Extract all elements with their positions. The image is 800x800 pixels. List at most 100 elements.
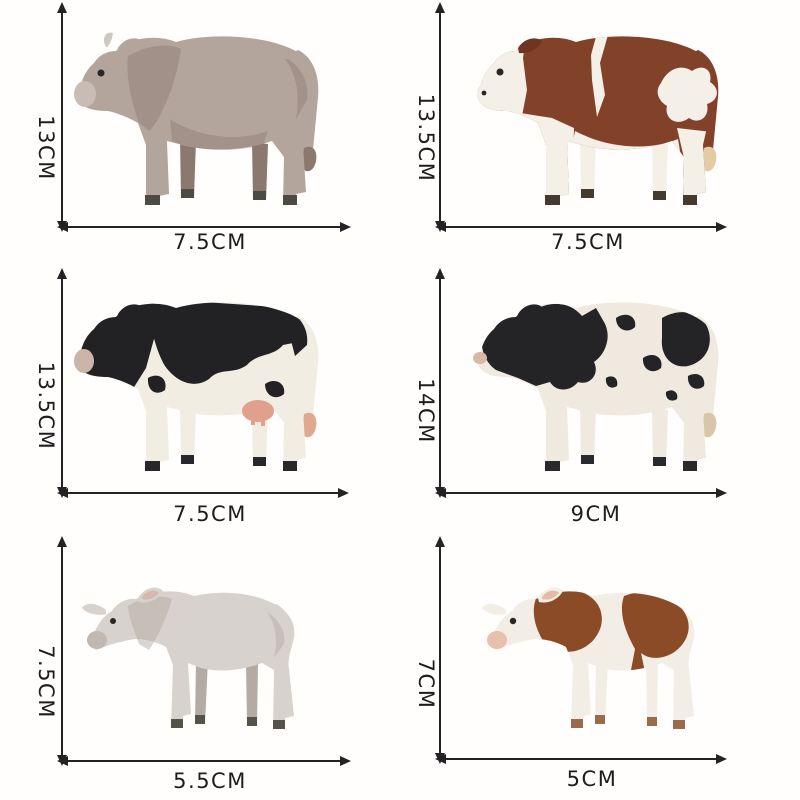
far-leg bbox=[180, 404, 196, 464]
shading bbox=[266, 611, 285, 658]
ear bbox=[82, 603, 106, 615]
patch-spot bbox=[642, 354, 662, 372]
height-label: 7.5CM bbox=[34, 645, 58, 719]
width-label: 7.5CM bbox=[173, 502, 247, 526]
figure-art bbox=[57, 536, 351, 766]
patch-spot bbox=[265, 380, 285, 398]
width-label: 7.5CM bbox=[173, 230, 247, 254]
patch-spot bbox=[616, 314, 636, 331]
arrowhead bbox=[435, 2, 445, 13]
nose bbox=[473, 352, 487, 364]
dimension-arrows bbox=[435, 2, 727, 232]
width-label: 7.5CM bbox=[551, 230, 625, 254]
arrowhead bbox=[57, 488, 68, 498]
figure-art bbox=[57, 268, 349, 498]
far-leg bbox=[180, 138, 196, 198]
cow-figure-taupe-bull bbox=[74, 32, 319, 205]
patch-shoulder-slash bbox=[591, 36, 608, 117]
muzzle bbox=[487, 631, 507, 649]
dimension-arrows bbox=[435, 536, 727, 764]
tail-tuft bbox=[702, 412, 717, 438]
far-leg bbox=[580, 404, 596, 464]
nostril bbox=[481, 90, 487, 96]
ear bbox=[482, 603, 506, 615]
eye bbox=[110, 618, 116, 624]
tail-tuft bbox=[302, 146, 317, 172]
patch-spot bbox=[665, 390, 678, 401]
figure-cell-taupe-bull: 13CM 7.5CM bbox=[0, 0, 400, 268]
patch-back bbox=[147, 302, 304, 384]
patch-hip bbox=[661, 312, 710, 367]
body bbox=[77, 36, 318, 205]
body bbox=[90, 591, 295, 729]
far-leg bbox=[646, 661, 658, 726]
udder-teats bbox=[251, 416, 265, 426]
eye bbox=[509, 617, 517, 625]
far-leg bbox=[595, 659, 608, 724]
arrowhead bbox=[57, 268, 67, 279]
ear-inner bbox=[542, 590, 559, 600]
far-leg bbox=[652, 142, 668, 200]
dimension-arrows bbox=[435, 268, 727, 498]
arrowhead bbox=[435, 754, 446, 764]
figure-art bbox=[435, 536, 727, 764]
arrowhead bbox=[57, 756, 68, 766]
height-label: 13.5CM bbox=[414, 93, 438, 183]
figure-cell-gray-calf: 7.5CM 5.5CM bbox=[0, 532, 400, 800]
black-patches bbox=[481, 302, 710, 401]
horn-icon bbox=[103, 32, 113, 47]
height-label: 13.5CM bbox=[34, 361, 58, 451]
hoof bbox=[545, 455, 697, 471]
arrowhead bbox=[57, 536, 67, 547]
shading bbox=[128, 596, 172, 650]
width-label: 5CM bbox=[566, 767, 618, 791]
ear bbox=[518, 304, 542, 320]
height-label: 13CM bbox=[34, 115, 58, 181]
eye bbox=[97, 69, 105, 77]
ear-inner bbox=[142, 590, 159, 600]
arrowhead bbox=[57, 222, 68, 232]
figure-cell-holstein-cow: 13.5CM 7.5CM bbox=[0, 266, 400, 534]
muzzle bbox=[74, 81, 96, 107]
far-leg bbox=[580, 138, 596, 198]
arrowhead bbox=[716, 222, 727, 232]
ear bbox=[518, 38, 542, 54]
arrowhead bbox=[716, 488, 727, 498]
udder bbox=[242, 400, 274, 422]
cow-figure-holstein-cow bbox=[74, 302, 319, 471]
far-leg bbox=[652, 408, 668, 466]
shading bbox=[170, 119, 268, 150]
patch-hip-star bbox=[657, 67, 717, 122]
cow-figure-gray-calf bbox=[82, 587, 295, 729]
far-leg bbox=[252, 142, 268, 200]
far-leg bbox=[195, 659, 208, 724]
cow-figure-brown-calf bbox=[482, 587, 695, 729]
cow-figure-spotted-bull bbox=[473, 302, 719, 471]
patch-head bbox=[477, 36, 528, 132]
arrowhead bbox=[340, 222, 351, 232]
muzzle bbox=[74, 349, 94, 373]
patch-chest bbox=[514, 112, 574, 205]
arrowhead bbox=[435, 268, 445, 279]
patch-tail-base bbox=[279, 310, 308, 356]
dimension-arrows bbox=[57, 268, 349, 498]
figure-art bbox=[435, 268, 727, 498]
figure-cell-brown-calf: 7CM 5CM bbox=[400, 532, 800, 800]
width-label: 9CM bbox=[570, 502, 622, 526]
dimension-arrows bbox=[57, 536, 351, 766]
hoof bbox=[171, 715, 285, 729]
arrowhead bbox=[57, 2, 67, 13]
cow-figure-hereford-bull bbox=[477, 36, 719, 205]
patch-spot bbox=[687, 374, 705, 389]
shading bbox=[285, 59, 308, 119]
patch-hip bbox=[621, 592, 689, 672]
hoof bbox=[145, 189, 297, 205]
hoof bbox=[545, 189, 697, 205]
ear bbox=[118, 304, 142, 320]
muzzle bbox=[87, 631, 107, 649]
patch-face-shoulder bbox=[481, 302, 608, 390]
tail-tuft bbox=[702, 146, 717, 172]
figure-cell-spotted-bull: 14CM 9CM bbox=[400, 266, 800, 534]
ear bbox=[118, 38, 142, 54]
